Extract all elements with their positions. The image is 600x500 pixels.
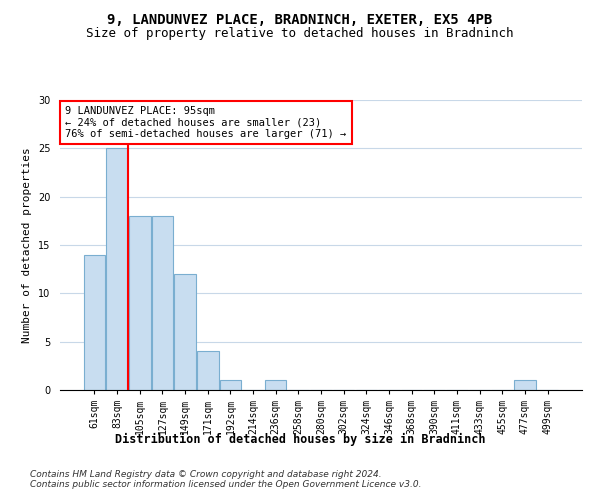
Bar: [514, 380, 536, 390]
Bar: [84, 254, 105, 390]
Bar: [197, 352, 218, 390]
Text: Contains public sector information licensed under the Open Government Licence v3: Contains public sector information licen…: [30, 480, 421, 489]
Text: Contains HM Land Registry data © Crown copyright and database right 2024.: Contains HM Land Registry data © Crown c…: [30, 470, 382, 479]
Y-axis label: Number of detached properties: Number of detached properties: [22, 147, 32, 343]
Bar: [220, 380, 241, 390]
Text: Distribution of detached houses by size in Bradninch: Distribution of detached houses by size …: [115, 432, 485, 446]
Bar: [265, 380, 286, 390]
Bar: [129, 216, 151, 390]
Bar: [106, 148, 128, 390]
Text: 9, LANDUNVEZ PLACE, BRADNINCH, EXETER, EX5 4PB: 9, LANDUNVEZ PLACE, BRADNINCH, EXETER, E…: [107, 12, 493, 26]
Bar: [175, 274, 196, 390]
Text: Size of property relative to detached houses in Bradninch: Size of property relative to detached ho…: [86, 28, 514, 40]
Bar: [152, 216, 173, 390]
Text: 9 LANDUNVEZ PLACE: 95sqm
← 24% of detached houses are smaller (23)
76% of semi-d: 9 LANDUNVEZ PLACE: 95sqm ← 24% of detach…: [65, 106, 346, 139]
